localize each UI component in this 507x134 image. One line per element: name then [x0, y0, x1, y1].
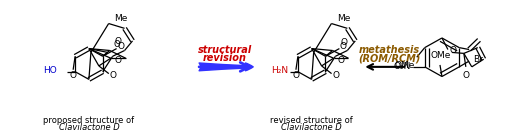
Text: O: O [332, 71, 339, 80]
Text: (ROM/RCM): (ROM/RCM) [358, 53, 420, 63]
Text: O: O [340, 42, 347, 51]
Text: O: O [450, 46, 457, 55]
Text: proposed structure of: proposed structure of [43, 116, 134, 125]
Text: O: O [110, 71, 116, 80]
Text: metathesis: metathesis [358, 44, 420, 55]
Text: Clavilactone D: Clavilactone D [281, 123, 342, 132]
Text: O: O [462, 71, 469, 80]
Text: Clavilactone D: Clavilactone D [58, 123, 119, 132]
Text: OMe: OMe [431, 51, 451, 60]
Text: O: O [340, 38, 347, 47]
Text: Me: Me [337, 14, 350, 23]
Text: OMe: OMe [394, 61, 415, 70]
Text: O: O [114, 40, 120, 49]
Text: revision: revision [203, 53, 247, 63]
Text: O: O [115, 56, 122, 65]
Text: O: O [69, 71, 77, 80]
Text: Me: Me [114, 14, 127, 23]
Text: O: O [115, 37, 122, 46]
Text: Br: Br [473, 55, 483, 64]
Text: O: O [338, 56, 345, 65]
Text: H₂N: H₂N [271, 66, 288, 75]
Text: O: O [293, 71, 300, 80]
Text: O₂N: O₂N [393, 62, 411, 71]
Text: O: O [117, 42, 124, 51]
Text: revised structure of: revised structure of [270, 116, 353, 125]
Text: structural: structural [198, 44, 252, 55]
Text: HO: HO [44, 66, 57, 75]
